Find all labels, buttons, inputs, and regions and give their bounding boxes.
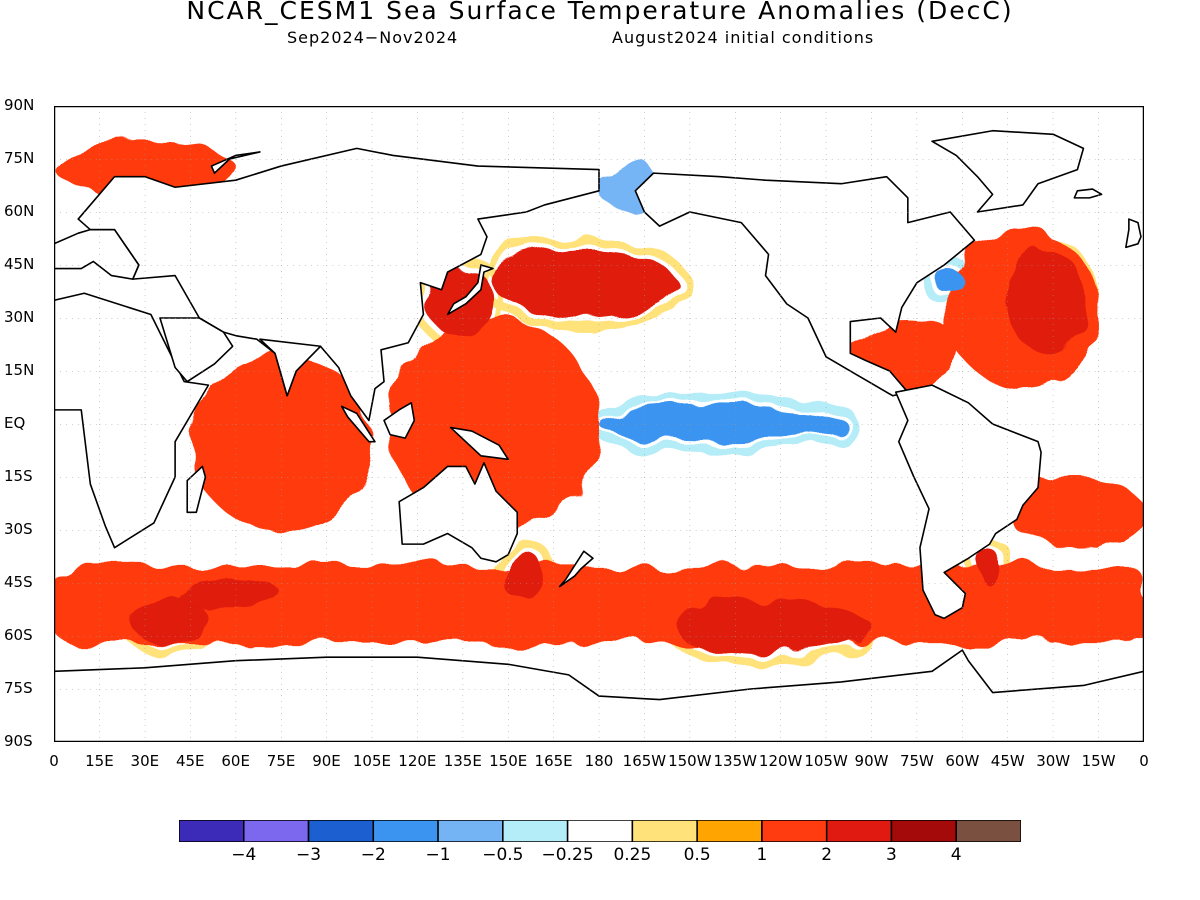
legend-swatch	[566, 820, 634, 842]
legend-label: −3	[296, 845, 322, 865]
legend-label: 2	[821, 845, 833, 865]
initial-conditions: August2024 initial conditions	[612, 28, 875, 47]
lat-label: 45S	[4, 573, 33, 591]
legend-swatch	[955, 820, 1021, 842]
map-frame	[54, 106, 1144, 742]
legend-label: −4	[231, 845, 257, 865]
lat-label: 30S	[4, 520, 33, 538]
lon-label: 45E	[175, 752, 205, 770]
lat-label: 90N	[4, 96, 35, 114]
legend-label: 4	[950, 845, 962, 865]
lon-label: 30E	[130, 752, 160, 770]
lon-label: 105W	[804, 752, 848, 770]
lon-label: 60E	[221, 752, 250, 770]
lat-label: 45N	[4, 255, 35, 273]
lon-label: 15E	[85, 752, 114, 770]
lon-label: 75W	[899, 752, 934, 770]
legend-label: −1	[425, 845, 451, 865]
lat-label: 75N	[4, 149, 35, 167]
lon-label: 45W	[990, 752, 1025, 770]
lon-label: 180	[584, 752, 614, 770]
lat-label: 60S	[4, 626, 33, 644]
lon-label: 120E	[398, 752, 437, 770]
lon-label: 120W	[758, 752, 803, 770]
lon-label: 165E	[534, 752, 573, 770]
legend-label: −0.25	[541, 845, 594, 865]
lat-label: 90S	[4, 732, 33, 750]
lon-label: 0	[1139, 752, 1149, 770]
lon-label: 135E	[443, 752, 482, 770]
legend-swatch	[502, 820, 569, 842]
anomaly-map	[54, 106, 1144, 742]
legend-swatch	[696, 820, 763, 842]
lon-label: 90W	[854, 752, 889, 770]
lon-label: 150W	[668, 752, 712, 770]
legend-label: 1	[756, 845, 768, 865]
lat-label: 75S	[4, 679, 33, 697]
forecast-period: Sep2024−Nov2024	[287, 28, 459, 47]
legend-swatch	[179, 820, 245, 842]
lat-label: EQ	[4, 414, 26, 432]
lon-label: 75E	[266, 752, 296, 770]
legend-label: 0.5	[683, 845, 711, 865]
legend-label: −2	[360, 845, 386, 865]
lon-label: 135W	[713, 752, 757, 770]
legend-label: 3	[886, 845, 897, 865]
legend-swatch	[890, 820, 957, 842]
lat-label: 15S	[4, 467, 33, 485]
legend-label: −0.5	[482, 845, 524, 865]
lon-label: 30W	[1036, 752, 1071, 770]
grid-lines	[54, 106, 1144, 742]
legend-swatch	[372, 820, 439, 842]
lon-label: 0	[49, 752, 59, 770]
lon-label: 150E	[489, 752, 528, 770]
chart-title: NCAR_CESM1 Sea Surface Temperature Anoma…	[186, 0, 1014, 25]
legend-swatch	[437, 820, 504, 842]
legend-swatch	[761, 820, 828, 842]
legend-swatch	[825, 820, 893, 842]
lon-label: 165W	[622, 752, 667, 770]
legend-swatch	[631, 820, 698, 842]
legend-swatch	[243, 820, 310, 842]
lat-label: 15N	[4, 361, 35, 379]
lon-label: 105E	[352, 752, 391, 770]
lon-label: 15W	[1081, 752, 1116, 770]
lat-label: 60N	[4, 202, 35, 220]
color-legend	[179, 820, 1021, 842]
legend-label: 0.25	[613, 845, 652, 865]
lat-label: 30N	[4, 308, 35, 326]
map-svg	[54, 106, 1144, 742]
legend-swatch	[307, 820, 375, 842]
lon-label: 90E	[312, 752, 341, 770]
lon-label: 60W	[945, 752, 980, 770]
